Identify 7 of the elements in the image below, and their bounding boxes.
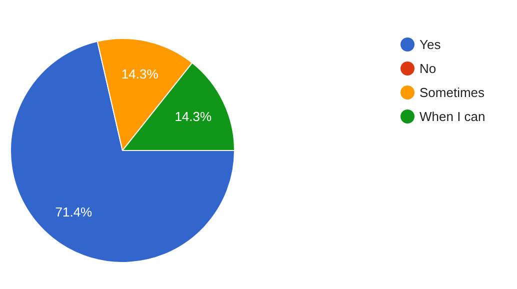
legend-label: When I can (420, 109, 486, 124)
data-label: 14.3% (121, 66, 159, 82)
data-label: 71.4% (55, 204, 93, 220)
legend-label: No (420, 61, 436, 76)
data-label: 14.3% (174, 108, 212, 124)
legend-label: Sometimes (420, 85, 486, 100)
legend-label: Yes (420, 37, 442, 52)
